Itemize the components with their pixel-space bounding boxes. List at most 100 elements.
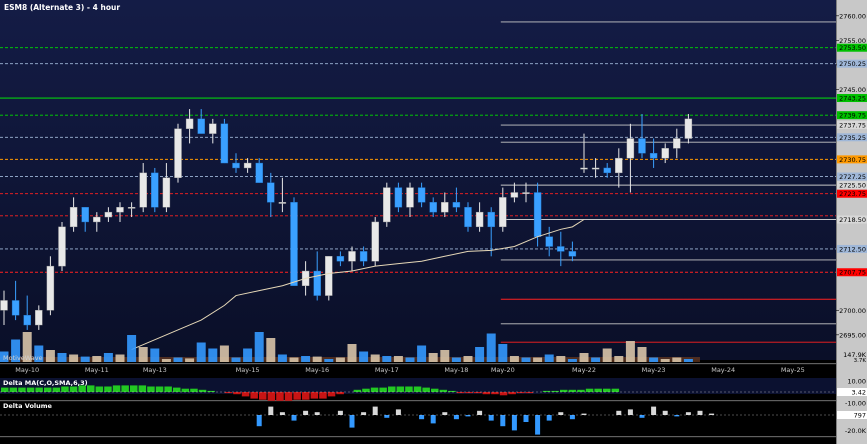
- delta-ma-bar: [413, 386, 422, 392]
- delta-volume-bar: [616, 410, 622, 415]
- volume-bar: [243, 348, 253, 362]
- candle: [232, 162, 240, 169]
- delta-ma-bar: [9, 387, 18, 392]
- delta-ma-bar: [267, 392, 276, 401]
- delta-ma-bar: [26, 387, 35, 392]
- volume-bar: [80, 356, 90, 362]
- volume-bar: [591, 357, 601, 362]
- volume-bar: [161, 359, 171, 362]
- candle: [139, 172, 147, 208]
- volume-bar: [498, 344, 508, 362]
- volume-bar: [683, 359, 693, 362]
- delta-volume-bar: [419, 415, 425, 420]
- price-axis[interactable]: 2760.002755.002750.002745.002700.002695.…: [836, 0, 867, 444]
- volume-bar: [672, 357, 682, 362]
- candle: [673, 138, 681, 149]
- delta-ma-bar: [233, 392, 241, 395]
- delta-volume-bar: [569, 415, 575, 420]
- candle: [441, 202, 449, 213]
- candle: [127, 207, 136, 209]
- level-label: 2737.75: [839, 122, 866, 130]
- x-tick-label: May-18: [444, 366, 468, 374]
- price-pane-bg: [0, 0, 836, 360]
- candle: [417, 187, 426, 203]
- level-label-bg: [837, 181, 867, 190]
- volume-bar: [173, 357, 183, 362]
- y-tick-label: 2755.00: [839, 37, 866, 45]
- delta-ma-bar: [173, 387, 181, 392]
- delta-volume-bar: [546, 415, 552, 421]
- delta-ma-bar: [198, 389, 207, 392]
- delta-ma-bar: [525, 392, 534, 394]
- volume-bar: [196, 342, 206, 362]
- delta-ma-bar: [52, 387, 61, 392]
- level-label: 2753.50: [839, 44, 866, 52]
- delta-volume-last-bg: [837, 411, 867, 419]
- delta-ma-bar: [362, 388, 370, 392]
- delta-volume-bar: [291, 415, 297, 421]
- volume-bar: [57, 353, 67, 362]
- volume-bar: [138, 347, 148, 362]
- candle: [185, 118, 194, 129]
- delta-ma-bar: [18, 387, 26, 392]
- volume-bar: [219, 345, 229, 362]
- delta-volume-bar: [535, 415, 541, 435]
- candle: [58, 226, 66, 267]
- level-label: 2712.50: [839, 245, 866, 253]
- candle: [325, 256, 333, 296]
- delta-ma-bar: [310, 392, 319, 399]
- delta-ma-bar: [508, 392, 516, 395]
- x-tick-label: May-15: [236, 366, 260, 374]
- delta-volume-bar: [662, 410, 668, 415]
- delta-volume-bar: [639, 415, 645, 418]
- candle: [638, 138, 646, 154]
- volume-label-2: 3.7K: [854, 358, 867, 364]
- delta-ma-bar: [112, 385, 121, 392]
- x-tick-label: May-11: [85, 366, 109, 374]
- delta-volume-bar: [488, 415, 494, 421]
- delta-volume-bar: [349, 415, 355, 428]
- level-label-bg: [837, 244, 867, 253]
- candle: [626, 138, 635, 159]
- level-label-bg: [837, 172, 867, 181]
- candle: [591, 167, 600, 170]
- level-label: 2707.75: [839, 269, 866, 277]
- candle: [452, 202, 461, 208]
- pane-separator: [0, 363, 836, 365]
- volume-bar: [625, 341, 635, 362]
- delta-ma-bar: [284, 392, 293, 401]
- volume-bar: [660, 359, 670, 362]
- volume-bar: [451, 357, 461, 362]
- level-label-bg: [837, 121, 867, 130]
- delta-ma-tick: 10.00: [847, 378, 866, 386]
- delta-volume-bar: [372, 406, 378, 415]
- level-label: 2730.75: [839, 156, 866, 164]
- delta-ma-pane[interactable]: [0, 385, 836, 401]
- volume-bar: [533, 357, 543, 362]
- delta-ma-bar: [568, 389, 577, 392]
- volume-bar: [544, 354, 554, 362]
- price-pane[interactable]: May-10 May-11 May-13 May-15 May-16 May-17 May-…: [0, 21, 836, 438]
- delta-ma-bar: [336, 392, 344, 395]
- candle: [81, 207, 89, 223]
- volume-label: 147.9K: [843, 351, 867, 359]
- volume-bar: [405, 357, 415, 362]
- volume-bar: [185, 358, 195, 362]
- delta-ma-bar: [147, 386, 155, 392]
- level-label-bg: [837, 133, 867, 142]
- delta-ma-bar: [44, 387, 52, 392]
- x-tick-label: May-22: [572, 366, 596, 374]
- delta-volume-pane[interactable]: [0, 406, 836, 435]
- volume-bar: [556, 356, 566, 362]
- candle: [359, 251, 368, 262]
- level-label-bg: [837, 215, 867, 224]
- delta-ma-bar: [439, 389, 448, 392]
- chart-title: ESM8 (Alternate 3) - 4 hour: [4, 3, 120, 12]
- volume-bar: [393, 356, 403, 362]
- volume-bar: [637, 347, 647, 362]
- level-label: 2725.50: [839, 182, 866, 190]
- delta-ma-bar: [456, 392, 465, 394]
- candle: [290, 202, 298, 286]
- delta-volume-last: 797: [854, 412, 866, 420]
